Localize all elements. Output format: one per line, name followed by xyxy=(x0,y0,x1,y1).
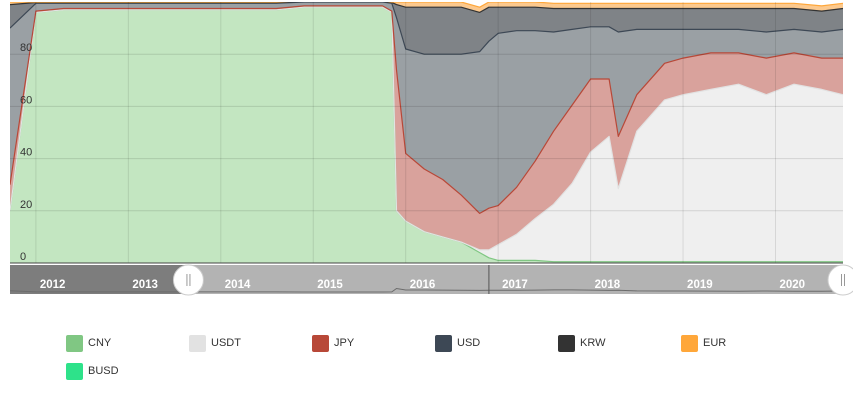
line-usdt xyxy=(10,6,843,251)
x-tick-label: 2020 xyxy=(780,279,806,291)
area-krw xyxy=(10,2,843,55)
navigator-handles[interactable] xyxy=(172,264,853,296)
legend-item-krw[interactable]: KRW xyxy=(558,334,605,352)
line-jpy xyxy=(10,5,843,214)
series-lines xyxy=(10,2,843,263)
y-tick-label: 60 xyxy=(20,94,32,106)
x-axis: 2012 2013 2014 2015 2016 2017 2018 2019 2020 xyxy=(40,279,805,291)
legend-label: JPY xyxy=(334,337,355,349)
area-jpy xyxy=(10,5,843,250)
y-tick-label: 0 xyxy=(20,251,26,263)
x-tick-label: 2018 xyxy=(595,279,621,291)
grid-lines xyxy=(10,2,843,264)
navigator-right-handle[interactable] xyxy=(827,264,853,296)
area-usd xyxy=(10,2,843,214)
legend-item-usd[interactable]: USD xyxy=(435,334,480,352)
legend-swatch xyxy=(681,334,698,352)
legend-label: CNY xyxy=(88,337,112,349)
legend-label: USDT xyxy=(211,337,241,349)
legend-label: BUSD xyxy=(88,365,119,377)
line-usd xyxy=(10,2,843,55)
legend-swatch xyxy=(189,334,206,352)
x-tick-label: 2014 xyxy=(225,279,251,291)
legend-item-busd[interactable]: BUSD xyxy=(66,362,119,380)
line-eur xyxy=(10,2,843,8)
legend-swatch xyxy=(558,334,575,352)
area-cny xyxy=(10,7,843,263)
x-tick-label: 2013 xyxy=(132,279,158,291)
legend-swatch xyxy=(312,334,329,352)
area-usdt xyxy=(10,7,843,262)
x-tick-label: 2012 xyxy=(40,279,66,291)
x-tick-label: 2017 xyxy=(502,279,528,291)
legend-swatch xyxy=(435,334,452,352)
navigator-left-handle[interactable] xyxy=(172,264,204,296)
navigator[interactable] xyxy=(9,265,844,294)
legend-label: EUR xyxy=(703,337,727,349)
navigator-unselected-mask xyxy=(10,265,189,294)
y-axis: 0 20 40 60 80 xyxy=(20,42,32,263)
legend-item-jpy[interactable]: JPY xyxy=(312,334,354,352)
x-tick-label: 2019 xyxy=(687,279,713,291)
legend-swatch xyxy=(66,334,83,352)
handle-knob[interactable] xyxy=(172,264,204,296)
legend-label: KRW xyxy=(580,337,606,349)
x-tick-label: 2015 xyxy=(317,279,343,291)
legend-item-cny[interactable]: CNY xyxy=(66,334,111,352)
series-areas xyxy=(10,2,843,263)
legend-item-usdt[interactable]: USDT xyxy=(189,334,241,352)
y-tick-label: 80 xyxy=(20,42,32,54)
x-tick-label: 2016 xyxy=(410,279,436,291)
y-tick-label: 40 xyxy=(20,147,32,159)
legend-label: USD xyxy=(457,337,481,349)
legend-swatch xyxy=(66,362,83,380)
y-tick-label: 20 xyxy=(20,199,32,211)
handle-knob[interactable] xyxy=(827,264,853,296)
legend-item-eur[interactable]: EUR xyxy=(681,334,726,352)
